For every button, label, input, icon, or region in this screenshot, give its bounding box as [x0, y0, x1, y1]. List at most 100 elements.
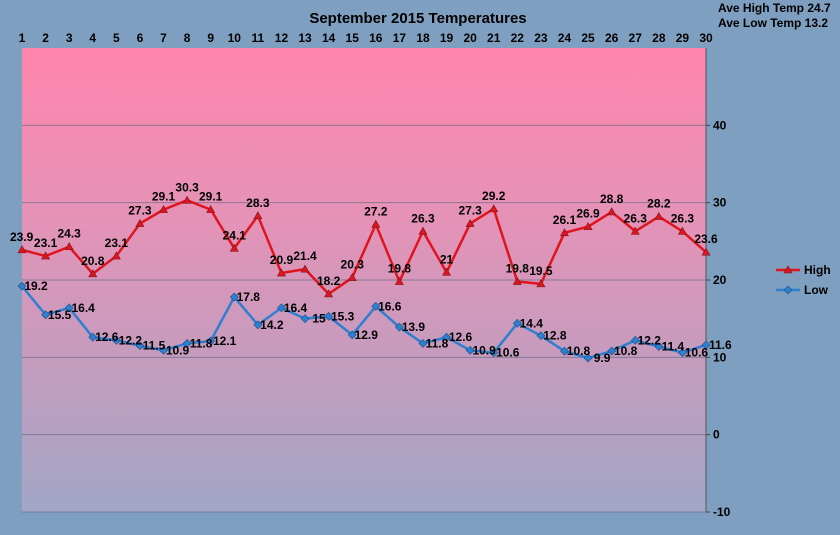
x-tick-label: 7	[160, 31, 167, 45]
data-point	[442, 332, 451, 342]
data-label: 13.9	[402, 320, 426, 334]
data-point	[583, 222, 593, 230]
data-label: 12.6	[95, 330, 119, 344]
data-point	[630, 226, 640, 235]
x-tick-label: 4	[89, 31, 96, 45]
data-point	[607, 346, 617, 356]
data-label: 12.6	[449, 330, 473, 344]
data-label: 28.2	[647, 197, 671, 211]
data-label: 12.1	[213, 334, 237, 348]
data-label: 15.3	[331, 309, 355, 323]
data-label: 9.9	[594, 351, 611, 365]
data-point	[206, 336, 216, 346]
data-point	[512, 318, 522, 328]
data-point	[206, 205, 216, 213]
data-label: 15.5	[48, 308, 72, 322]
gridlines	[22, 124, 706, 513]
x-tick-label: 3	[66, 31, 73, 45]
data-label: 12.8	[543, 329, 567, 343]
data-point	[677, 226, 687, 235]
data-point	[182, 338, 192, 348]
data-label: 23.1	[34, 236, 58, 250]
x-tick-label: 26	[605, 31, 619, 45]
data-label: 18.2	[317, 274, 341, 288]
legend-item-high: High	[776, 263, 831, 277]
data-label: 27.2	[364, 204, 388, 218]
data-point	[64, 242, 74, 251]
data-point	[159, 205, 169, 213]
data-label: 12.9	[355, 328, 379, 342]
x-tick-label: 20	[463, 31, 477, 45]
data-label: 20.8	[81, 254, 105, 268]
data-label: 30.3	[175, 180, 199, 194]
data-label: 11.4	[661, 340, 684, 354]
series-line-low	[21, 285, 707, 360]
data-point	[182, 195, 192, 204]
x-tick-label: 6	[137, 31, 144, 45]
legend-item-low: Low	[776, 283, 829, 297]
x-tick-label: 23	[534, 31, 548, 45]
x-tick-label: 22	[511, 31, 525, 45]
data-point	[677, 348, 687, 358]
data-point	[512, 276, 522, 285]
y-tick-label: 0	[713, 428, 720, 442]
data-point	[783, 285, 793, 295]
data-point	[394, 322, 404, 332]
series	[17, 195, 711, 363]
x-tick-label: 13	[298, 31, 312, 45]
data-label: 21.4	[293, 249, 317, 263]
data-label: 27.3	[128, 204, 152, 218]
x-tick-label: 29	[676, 31, 690, 45]
data-label: 14.4	[520, 316, 544, 330]
data-label: 14.2	[260, 318, 284, 332]
data-point	[253, 320, 263, 330]
x-tick-label: 25	[581, 31, 595, 45]
data-point	[607, 207, 617, 216]
data-point	[229, 292, 239, 302]
data-point	[17, 245, 27, 254]
y-tick-label: 10	[713, 350, 727, 364]
data-label: 28.3	[246, 196, 270, 210]
x-tick-label: 11	[252, 31, 265, 45]
x-tick-label: 18	[416, 31, 430, 45]
data-point	[536, 279, 546, 288]
data-point	[347, 273, 357, 281]
data-label: 10.9	[166, 343, 190, 357]
data-point	[654, 342, 664, 351]
data-point	[135, 218, 145, 227]
series-low	[17, 281, 711, 363]
data-label: 11.5	[143, 339, 166, 353]
chart-title: September 2015 Temperatures	[309, 10, 526, 27]
data-label: 24.1	[223, 228, 247, 242]
data-label: 11.8	[426, 336, 449, 350]
data-point	[41, 251, 51, 260]
data-point	[371, 301, 381, 311]
data-labels: 23.9 23.124.320.823.127.329.130.329.124.1…	[10, 180, 732, 365]
legend: High Low	[776, 263, 831, 297]
x-tick-label: 1	[19, 31, 26, 45]
series-line-high	[21, 199, 707, 296]
data-point	[536, 331, 546, 341]
x-tick-label: 9	[207, 31, 214, 45]
x-tick-label: 12	[275, 31, 289, 45]
data-label: 16.4	[71, 301, 95, 315]
data-point	[276, 268, 286, 277]
data-point	[229, 243, 239, 252]
data-label: 23.6	[694, 232, 718, 246]
y-tick-label: 20	[713, 273, 727, 287]
data-point	[489, 348, 499, 358]
data-label: 19.8	[388, 262, 412, 276]
ave-high-text: Ave High Temp 24.7	[718, 1, 831, 15]
data-point	[111, 335, 121, 345]
data-label: 10.6	[496, 346, 520, 360]
y-tick-label: 40	[713, 118, 727, 132]
data-label: 10.6	[685, 346, 709, 360]
data-point	[783, 265, 793, 274]
data-point	[41, 310, 51, 320]
data-point	[88, 332, 98, 342]
data-point	[465, 345, 475, 355]
data-point	[465, 218, 475, 227]
data-label: 11.8	[190, 336, 213, 350]
